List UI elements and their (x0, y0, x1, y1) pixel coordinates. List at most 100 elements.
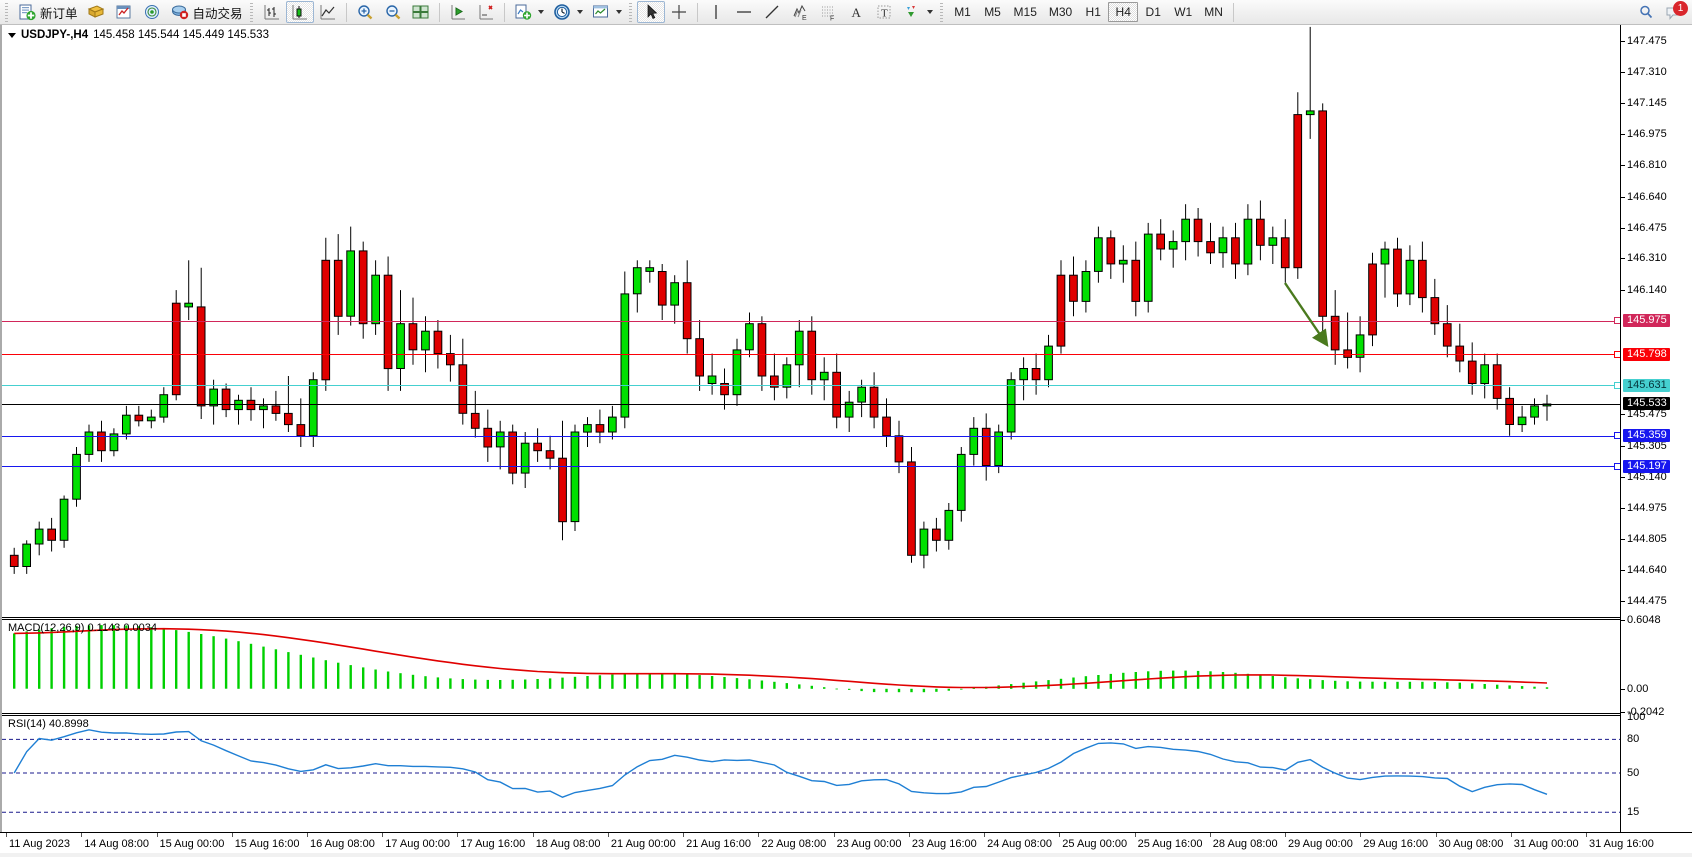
svg-text:F: F (830, 16, 834, 22)
new-order-button[interactable]: 新订单 (13, 1, 82, 23)
time-tick-label: 24 Aug 08:00 (987, 838, 1052, 850)
price-plot[interactable]: USDJPY-,H4 145.458 145.544 145.449 145.5… (0, 25, 1620, 832)
notifications-button[interactable]: 1 (1660, 1, 1688, 23)
time-tick-label: 14 Aug 08:00 (84, 838, 150, 850)
time-tick-label: 29 Aug 00:00 (1288, 838, 1353, 850)
crosshair-button[interactable] (665, 1, 693, 23)
bar-chart-button[interactable] (258, 1, 286, 23)
horizontal-line-icon (734, 3, 754, 21)
toolbar-separator-5 (1232, 2, 1234, 22)
price-tick (1621, 40, 1625, 42)
price-line-145.631[interactable] (2, 385, 1620, 387)
text-button[interactable]: A (842, 1, 870, 23)
templates-dropdown-caret[interactable] (615, 10, 622, 14)
price-tag-145.533[interactable]: 145.533 (1623, 397, 1670, 410)
auto-scroll-button[interactable] (472, 1, 500, 23)
time-tick (1510, 833, 1512, 837)
chart-area[interactable]: USDJPY-,H4 145.458 145.544 145.449 145.5… (0, 25, 1692, 857)
svg-text:E: E (802, 15, 807, 21)
price-line-handle-145.798[interactable] (1614, 350, 1620, 358)
candlestick-chart-button[interactable] (285, 1, 314, 23)
price-tick (1621, 165, 1625, 166)
zoom-in-button[interactable] (351, 1, 379, 23)
toolbar-separator-1 (345, 2, 347, 22)
cursor-button[interactable] (636, 1, 665, 23)
macd-tick (1621, 620, 1625, 621)
templates-button[interactable] (587, 1, 626, 23)
time-tick-label: 28 Aug 08:00 (1212, 838, 1278, 850)
data-window-button[interactable] (138, 1, 166, 23)
timeframe-w1[interactable]: W1 (1174, 5, 1193, 19)
shift-end-button[interactable] (444, 1, 472, 23)
timeframe-m30[interactable]: M30 (1048, 5, 1073, 19)
timeframe-m1[interactable]: M1 (954, 5, 971, 19)
chart-menu-triangle-icon[interactable] (8, 32, 16, 38)
zoom-out-button[interactable] (379, 1, 407, 23)
line-chart-icon (318, 3, 338, 21)
indicators-button[interactable] (509, 1, 548, 23)
main-toolbar: 新订单 (0, 0, 1692, 25)
auto-trading-button[interactable]: 自动交易 (166, 1, 247, 23)
time-axis[interactable]: 11 Aug 2023 14 Aug 08:00 15 Aug 00:00 15 Au… (0, 832, 1692, 857)
toolbar-grip-2[interactable] (247, 2, 255, 22)
timeframe-mn[interactable]: MN (1204, 5, 1223, 19)
price-tick-label: 147.475 (1627, 34, 1667, 47)
vertical-line-button[interactable] (702, 1, 730, 23)
time-tick-label: 21 Aug 00:00 (610, 838, 676, 850)
price-tick (1621, 570, 1625, 572)
svg-text:A: A (851, 5, 861, 20)
indicators-dropdown-caret[interactable] (537, 10, 544, 14)
timeframe-m5[interactable]: M5 (984, 5, 1001, 19)
line-chart-button[interactable] (314, 1, 342, 23)
status-strip (0, 853, 1692, 857)
rsi-panel-top-border2 (2, 715, 1620, 716)
text-label-button[interactable]: T (870, 1, 898, 23)
market-watch-button[interactable] (110, 1, 138, 23)
search-button[interactable] (1632, 1, 1660, 23)
shapes-button[interactable] (898, 1, 937, 23)
price-tag-145.197[interactable]: 145.197 (1623, 459, 1670, 473)
toolbar-grip-4[interactable] (937, 2, 945, 22)
profiles-button[interactable] (82, 1, 110, 23)
timeframe-m15[interactable]: M15 (1013, 5, 1037, 19)
price-tick-label: 146.640 (1627, 190, 1667, 203)
trendline-button[interactable] (758, 1, 786, 23)
timeframe-d1[interactable]: D1 (1145, 5, 1161, 19)
price-line-handle-145.197[interactable] (1614, 462, 1620, 470)
toolbar-grip-1[interactable] (3, 2, 10, 22)
price-tag-145.631[interactable]: 145.631 (1623, 378, 1670, 392)
price-tick (1621, 196, 1625, 198)
horizontal-line-button[interactable] (730, 1, 758, 23)
macd-tick-label: -0.2042 (1627, 706, 1665, 718)
tile-windows-button[interactable] (407, 1, 435, 23)
price-line-145.359[interactable] (2, 435, 1620, 437)
time-tick-label: 17 Aug 16:00 (460, 838, 526, 850)
price-tag-145.975[interactable]: 145.975 (1623, 314, 1670, 328)
price-line-145.975[interactable] (2, 320, 1620, 322)
toolbar-grip-3[interactable] (626, 2, 634, 22)
price-line-handle-145.975[interactable] (1614, 317, 1620, 325)
price-line-145.798[interactable] (2, 354, 1620, 355)
trend-arrow-annotation[interactable] (1277, 277, 1357, 357)
shapes-dropdown-caret[interactable] (926, 10, 933, 14)
fibonacci-button[interactable]: F (814, 1, 842, 23)
price-tag-145.798[interactable]: 145.798 (1623, 347, 1670, 361)
price-tick-label: 147.310 (1627, 65, 1667, 78)
price-tick-label: 144.640 (1627, 564, 1667, 577)
price-line-145.197[interactable] (2, 466, 1620, 468)
text-label-icon: T (874, 3, 894, 21)
price-tick (1621, 539, 1625, 541)
timeframe-h1[interactable]: H1 (1085, 5, 1101, 19)
periods-button[interactable] (548, 1, 587, 23)
price-tag-145.359[interactable]: 145.359 (1623, 429, 1670, 443)
time-tick-label: 25 Aug 16:00 (1137, 838, 1203, 850)
price-line-handle-145.631[interactable] (1614, 381, 1620, 389)
price-line-145.533[interactable] (2, 403, 1620, 405)
periods-dropdown-caret[interactable] (576, 10, 583, 14)
price-axis[interactable]: 147.475 147.310 147.145 146.975 146.810 146.6… (1620, 25, 1692, 832)
price-line-handle-145.359[interactable] (1614, 432, 1620, 440)
time-tick-label: 30 Aug 08:00 (1438, 838, 1504, 850)
timeframe-h4[interactable]: H4 (1108, 2, 1139, 22)
elliott-wave-button[interactable]: E (786, 1, 814, 23)
